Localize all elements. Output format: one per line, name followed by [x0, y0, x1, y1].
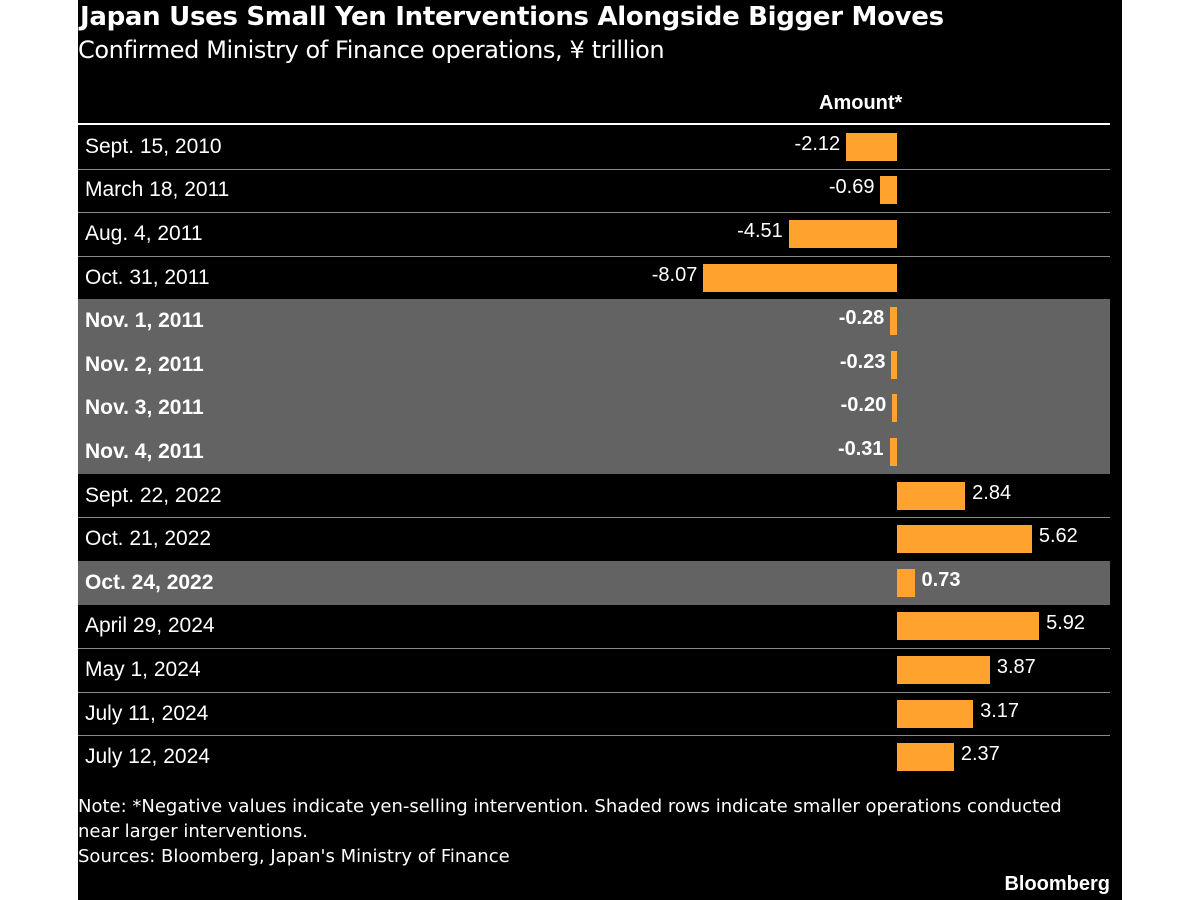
row-separator: [78, 168, 1110, 170]
bar-value-label: -0.23: [839, 350, 886, 373]
row-date-label: April 29, 2024: [85, 614, 215, 638]
row-date-label: Sept. 22, 2022: [85, 483, 222, 507]
bar-value-label: -0.28: [838, 307, 885, 330]
intervention-bar: [891, 350, 897, 379]
row-separator: [78, 255, 1110, 257]
row-date-label: Oct. 21, 2022: [85, 527, 212, 551]
chart-rows: Sept. 15, 2010 -2.12 March 18, 2011 -0.69 Au…: [78, 0, 1122, 900]
bar-value-label: -2.12: [794, 132, 841, 155]
intervention-bar: [897, 481, 966, 510]
row-separator: [78, 648, 1110, 650]
bar-value-label: -4.51: [737, 220, 783, 242]
row-date-label: Nov. 1, 2011: [85, 309, 204, 333]
chart-sources: Sources: Bloomberg, Japan's Ministry of …: [78, 846, 510, 867]
row-date-label: Sept. 15, 2010: [85, 134, 222, 158]
intervention-bar: [897, 568, 915, 597]
row-date-label: July 12, 2024: [85, 745, 210, 769]
bar-value-label: -0.69: [828, 176, 875, 199]
row-separator: [78, 735, 1110, 737]
header-rule: [78, 123, 1110, 125]
row-date-label: Oct. 31, 2011: [85, 265, 210, 289]
row-separator: [78, 517, 1110, 519]
intervention-bar: [846, 132, 897, 161]
bar-value-label: 3.17: [980, 699, 1020, 722]
row-separator: [78, 691, 1110, 693]
intervention-bar: [897, 525, 1032, 554]
chart-title: Japan Uses Small Yen Interventions Along…: [80, 2, 944, 32]
intervention-bar: [703, 263, 897, 292]
bar-value-label: 5.62: [1038, 525, 1078, 548]
bar-value-label: 0.73: [921, 568, 961, 591]
row-date-label: Aug. 4, 2011: [85, 222, 203, 245]
bloomberg-logo: Bloomberg: [1004, 873, 1110, 895]
intervention-bar: [890, 307, 897, 336]
intervention-bar: [889, 438, 897, 466]
row-date-label: Oct. 24, 2022: [85, 570, 214, 594]
row-date-label: Nov. 4, 2011: [85, 440, 204, 463]
intervention-bar: [880, 176, 897, 205]
row-date-label: May 1, 2024: [85, 658, 201, 681]
row-separator: [78, 212, 1110, 214]
bar-value-label: 2.84: [972, 481, 1012, 504]
bar-value-label: -8.07: [651, 263, 698, 286]
bar-value-label: 2.37: [960, 743, 1000, 766]
chart-note: Note: *Negative values indicate yen-sell…: [78, 796, 1062, 842]
intervention-bar: [897, 699, 974, 728]
intervention-bar: [892, 394, 897, 423]
row-date-label: Nov. 3, 2011: [85, 396, 204, 420]
bar-value-label: -0.31: [837, 438, 884, 460]
row-date-label: March 18, 2011: [85, 178, 230, 202]
shaded-row-group: [78, 299, 1110, 474]
intervention-bar: [897, 612, 1040, 641]
chart-subtitle: Confirmed Ministry of Finance operations…: [78, 36, 665, 64]
bar-value-label: 5.92: [1046, 612, 1086, 635]
chart-canvas: Japan Uses Small Yen Interventions Along…: [78, 0, 1122, 900]
intervention-bar: [897, 743, 954, 772]
amount-column-header: Amount*: [819, 92, 903, 114]
row-date-label: July 11, 2024: [85, 701, 209, 725]
shaded-row-group: [78, 561, 1110, 605]
bar-value-label: -0.20: [840, 394, 887, 417]
intervention-bar: [897, 656, 990, 684]
row-date-label: Nov. 2, 2011: [85, 352, 204, 376]
intervention-bar: [788, 220, 897, 248]
bar-value-label: 3.87: [996, 656, 1036, 678]
